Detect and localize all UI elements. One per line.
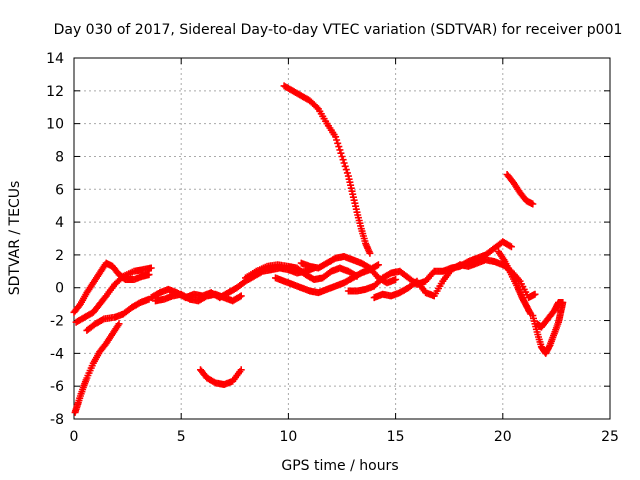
data-point: [392, 276, 400, 283]
y-tick-label: 2: [55, 248, 64, 264]
series-track-m: [529, 299, 567, 357]
data-point: [373, 262, 381, 270]
data-point: [334, 139, 342, 147]
data-point: [145, 271, 153, 279]
x-tick-label: 20: [494, 429, 512, 445]
plot-frame: [73, 57, 611, 420]
series-track-a: [71, 320, 123, 416]
data-point: [343, 169, 351, 177]
data-point: [99, 316, 107, 324]
series-track-l: [495, 248, 535, 318]
data-point: [115, 320, 123, 328]
grid-lines: [74, 58, 610, 419]
data-point: [374, 261, 382, 269]
data-point: [313, 104, 321, 111]
y-tick-label: 6: [55, 182, 64, 198]
y-tick-label: 8: [55, 149, 64, 165]
data-point: [337, 149, 345, 157]
data-point: [237, 366, 245, 374]
y-tick-label: 4: [55, 215, 64, 231]
data-point: [531, 290, 539, 298]
data-point: [335, 143, 343, 151]
data-point: [341, 162, 349, 170]
x-axis-title: GPS time / hours: [281, 458, 398, 474]
y-tick-label: -2: [50, 314, 64, 330]
data-point: [339, 156, 347, 164]
y-tick-label: 0: [55, 281, 64, 297]
x-tick-label: 15: [387, 429, 405, 445]
data-point: [333, 136, 341, 144]
chart-title: Day 030 of 2017, Sidereal Day-to-day VTE…: [54, 22, 623, 38]
data-point: [147, 264, 155, 272]
data-points: [70, 82, 567, 416]
data-point: [533, 320, 541, 328]
series-track-p: [503, 171, 537, 208]
y-tick-label: -4: [50, 346, 64, 362]
data-point: [336, 146, 344, 154]
data-point: [237, 292, 245, 300]
data-point: [338, 153, 346, 160]
y-tick-label: 10: [46, 117, 64, 133]
data-point: [366, 249, 374, 257]
series-track-c: [72, 264, 155, 326]
y-tick-label: -8: [50, 412, 64, 428]
y-axis-title: SDTVAR / TECUs: [7, 181, 23, 296]
series-track-d: [83, 295, 153, 334]
series-track-f: [152, 290, 245, 305]
data-point: [340, 159, 348, 167]
axis-ticks: 0 5 10 15 20 25 -8 -6 -4 -2 0 2 4 6 8 10 12 14: [46, 51, 619, 445]
data-point: [332, 133, 340, 141]
x-tick-label: 10: [279, 429, 297, 445]
y-tick-label: 14: [46, 51, 64, 67]
x-tick-label: 0: [70, 429, 79, 445]
series-track-g: [242, 261, 361, 283]
x-tick-label: 25: [601, 429, 619, 445]
series-track-o: [280, 82, 374, 257]
series-track-n: [197, 366, 245, 388]
series-track-i: [297, 253, 400, 287]
y-tick-label: -6: [50, 379, 64, 395]
data-point: [236, 293, 244, 301]
y-tick-label: 12: [46, 84, 64, 100]
x-tick-label: 5: [177, 429, 186, 445]
data-point: [342, 166, 350, 174]
data-point: [507, 243, 515, 251]
data-point: [529, 200, 537, 208]
series-track-b: [70, 259, 153, 316]
